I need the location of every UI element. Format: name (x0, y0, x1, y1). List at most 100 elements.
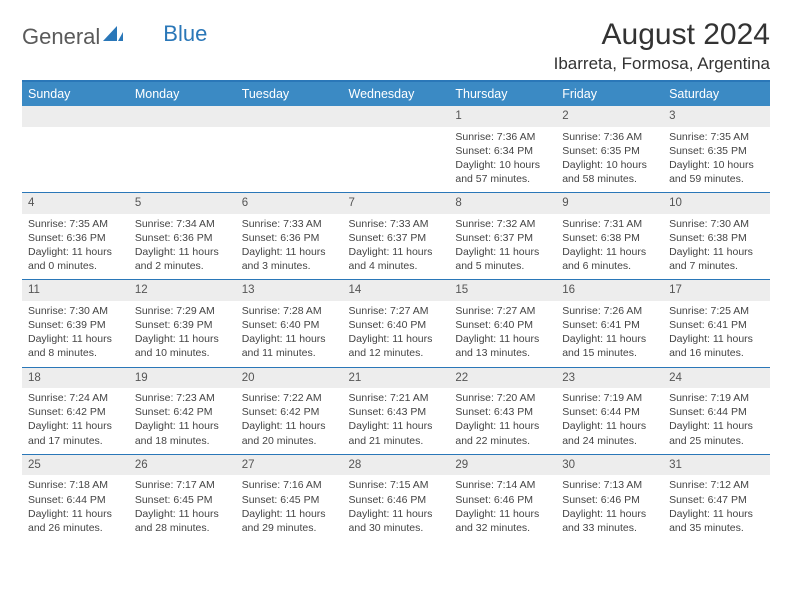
calendar-cell: 21Sunrise: 7:21 AMSunset: 6:43 PMDayligh… (343, 367, 450, 454)
sunrise-text: Sunrise: 7:19 AM (562, 391, 657, 405)
sunset-text: Sunset: 6:39 PM (28, 318, 123, 332)
day-header-thu: Thursday (449, 82, 556, 106)
day-body-empty (129, 127, 236, 187)
day-body: Sunrise: 7:35 AMSunset: 6:36 PMDaylight:… (22, 214, 129, 280)
calendar-cell: 30Sunrise: 7:13 AMSunset: 6:46 PMDayligh… (556, 454, 663, 541)
sunset-text: Sunset: 6:37 PM (349, 231, 444, 245)
sunset-text: Sunset: 6:45 PM (135, 493, 230, 507)
calendar-cell: 12Sunrise: 7:29 AMSunset: 6:39 PMDayligh… (129, 280, 236, 367)
day-body: Sunrise: 7:12 AMSunset: 6:47 PMDaylight:… (663, 475, 770, 541)
calendar-header-row: Sunday Monday Tuesday Wednesday Thursday… (22, 82, 770, 106)
calendar-cell: 27Sunrise: 7:16 AMSunset: 6:45 PMDayligh… (236, 454, 343, 541)
sunrise-text: Sunrise: 7:35 AM (669, 130, 764, 144)
calendar-cell: 20Sunrise: 7:22 AMSunset: 6:42 PMDayligh… (236, 367, 343, 454)
day-body: Sunrise: 7:16 AMSunset: 6:45 PMDaylight:… (236, 475, 343, 541)
title-block: August 2024 Ibarreta, Formosa, Argentina (554, 18, 770, 74)
calendar-cell: 15Sunrise: 7:27 AMSunset: 6:40 PMDayligh… (449, 280, 556, 367)
day-header-sun: Sunday (22, 82, 129, 106)
calendar-week-row: 11Sunrise: 7:30 AMSunset: 6:39 PMDayligh… (22, 280, 770, 367)
day-number: 4 (22, 193, 129, 214)
day-number: 9 (556, 193, 663, 214)
day-header-fri: Friday (556, 82, 663, 106)
sunset-text: Sunset: 6:39 PM (135, 318, 230, 332)
sunrise-text: Sunrise: 7:14 AM (455, 478, 550, 492)
day-number: 14 (343, 280, 450, 301)
day-body: Sunrise: 7:21 AMSunset: 6:43 PMDaylight:… (343, 388, 450, 454)
sunrise-text: Sunrise: 7:15 AM (349, 478, 444, 492)
day-body: Sunrise: 7:32 AMSunset: 6:37 PMDaylight:… (449, 214, 556, 280)
calendar-cell: 24Sunrise: 7:19 AMSunset: 6:44 PMDayligh… (663, 367, 770, 454)
day-number: 1 (449, 106, 556, 127)
day-body: Sunrise: 7:22 AMSunset: 6:42 PMDaylight:… (236, 388, 343, 454)
day-number: 19 (129, 368, 236, 389)
calendar-week-row: 4Sunrise: 7:35 AMSunset: 6:36 PMDaylight… (22, 193, 770, 280)
sunrise-text: Sunrise: 7:26 AM (562, 304, 657, 318)
day-body: Sunrise: 7:29 AMSunset: 6:39 PMDaylight:… (129, 301, 236, 367)
sunrise-text: Sunrise: 7:19 AM (669, 391, 764, 405)
calendar-cell: 2Sunrise: 7:36 AMSunset: 6:35 PMDaylight… (556, 106, 663, 193)
sunset-text: Sunset: 6:40 PM (349, 318, 444, 332)
sunrise-text: Sunrise: 7:32 AM (455, 217, 550, 231)
sunrise-text: Sunrise: 7:24 AM (28, 391, 123, 405)
calendar-cell: 17Sunrise: 7:25 AMSunset: 6:41 PMDayligh… (663, 280, 770, 367)
calendar-body: 1Sunrise: 7:36 AMSunset: 6:34 PMDaylight… (22, 106, 770, 541)
sunrise-text: Sunrise: 7:23 AM (135, 391, 230, 405)
daylight-text: Daylight: 11 hours and 3 minutes. (242, 245, 337, 273)
daylight-text: Daylight: 11 hours and 35 minutes. (669, 507, 764, 535)
calendar-cell: 23Sunrise: 7:19 AMSunset: 6:44 PMDayligh… (556, 367, 663, 454)
day-header-sat: Saturday (663, 82, 770, 106)
calendar-week-row: 1Sunrise: 7:36 AMSunset: 6:34 PMDaylight… (22, 106, 770, 193)
month-title: August 2024 (554, 18, 770, 52)
sunset-text: Sunset: 6:46 PM (562, 493, 657, 507)
daylight-text: Daylight: 11 hours and 13 minutes. (455, 332, 550, 360)
day-number: 8 (449, 193, 556, 214)
calendar-cell: 22Sunrise: 7:20 AMSunset: 6:43 PMDayligh… (449, 367, 556, 454)
sunrise-text: Sunrise: 7:36 AM (562, 130, 657, 144)
daylight-text: Daylight: 11 hours and 22 minutes. (455, 419, 550, 447)
day-number: 30 (556, 455, 663, 476)
daylight-text: Daylight: 10 hours and 59 minutes. (669, 158, 764, 186)
day-number: 12 (129, 280, 236, 301)
calendar-cell: 5Sunrise: 7:34 AMSunset: 6:36 PMDaylight… (129, 193, 236, 280)
calendar-cell: 10Sunrise: 7:30 AMSunset: 6:38 PMDayligh… (663, 193, 770, 280)
daylight-text: Daylight: 11 hours and 5 minutes. (455, 245, 550, 273)
sunset-text: Sunset: 6:45 PM (242, 493, 337, 507)
calendar-cell: 9Sunrise: 7:31 AMSunset: 6:38 PMDaylight… (556, 193, 663, 280)
calendar-cell: 13Sunrise: 7:28 AMSunset: 6:40 PMDayligh… (236, 280, 343, 367)
calendar-cell: 16Sunrise: 7:26 AMSunset: 6:41 PMDayligh… (556, 280, 663, 367)
sunrise-text: Sunrise: 7:33 AM (349, 217, 444, 231)
sunset-text: Sunset: 6:46 PM (349, 493, 444, 507)
daylight-text: Daylight: 11 hours and 28 minutes. (135, 507, 230, 535)
daylight-text: Daylight: 11 hours and 2 minutes. (135, 245, 230, 273)
day-body-empty (343, 127, 450, 187)
day-number: 22 (449, 368, 556, 389)
sunrise-text: Sunrise: 7:27 AM (349, 304, 444, 318)
day-number: 28 (343, 455, 450, 476)
sunrise-text: Sunrise: 7:21 AM (349, 391, 444, 405)
sunset-text: Sunset: 6:36 PM (135, 231, 230, 245)
daylight-text: Daylight: 11 hours and 26 minutes. (28, 507, 123, 535)
sunrise-text: Sunrise: 7:12 AM (669, 478, 764, 492)
calendar-cell: 29Sunrise: 7:14 AMSunset: 6:46 PMDayligh… (449, 454, 556, 541)
sunset-text: Sunset: 6:38 PM (562, 231, 657, 245)
sunrise-text: Sunrise: 7:35 AM (28, 217, 123, 231)
calendar-cell (343, 106, 450, 193)
calendar-cell: 1Sunrise: 7:36 AMSunset: 6:34 PMDaylight… (449, 106, 556, 193)
sunset-text: Sunset: 6:44 PM (562, 405, 657, 419)
day-number: 21 (343, 368, 450, 389)
daylight-text: Daylight: 11 hours and 21 minutes. (349, 419, 444, 447)
day-header-mon: Monday (129, 82, 236, 106)
day-number: 23 (556, 368, 663, 389)
daylight-text: Daylight: 11 hours and 20 minutes. (242, 419, 337, 447)
calendar-cell: 31Sunrise: 7:12 AMSunset: 6:47 PMDayligh… (663, 454, 770, 541)
day-number-empty (129, 106, 236, 127)
calendar-week-row: 25Sunrise: 7:18 AMSunset: 6:44 PMDayligh… (22, 454, 770, 541)
daylight-text: Daylight: 11 hours and 18 minutes. (135, 419, 230, 447)
day-number: 27 (236, 455, 343, 476)
day-body: Sunrise: 7:35 AMSunset: 6:35 PMDaylight:… (663, 127, 770, 193)
sunset-text: Sunset: 6:35 PM (669, 144, 764, 158)
sunrise-text: Sunrise: 7:30 AM (28, 304, 123, 318)
day-body: Sunrise: 7:30 AMSunset: 6:38 PMDaylight:… (663, 214, 770, 280)
sunset-text: Sunset: 6:46 PM (455, 493, 550, 507)
day-number: 11 (22, 280, 129, 301)
